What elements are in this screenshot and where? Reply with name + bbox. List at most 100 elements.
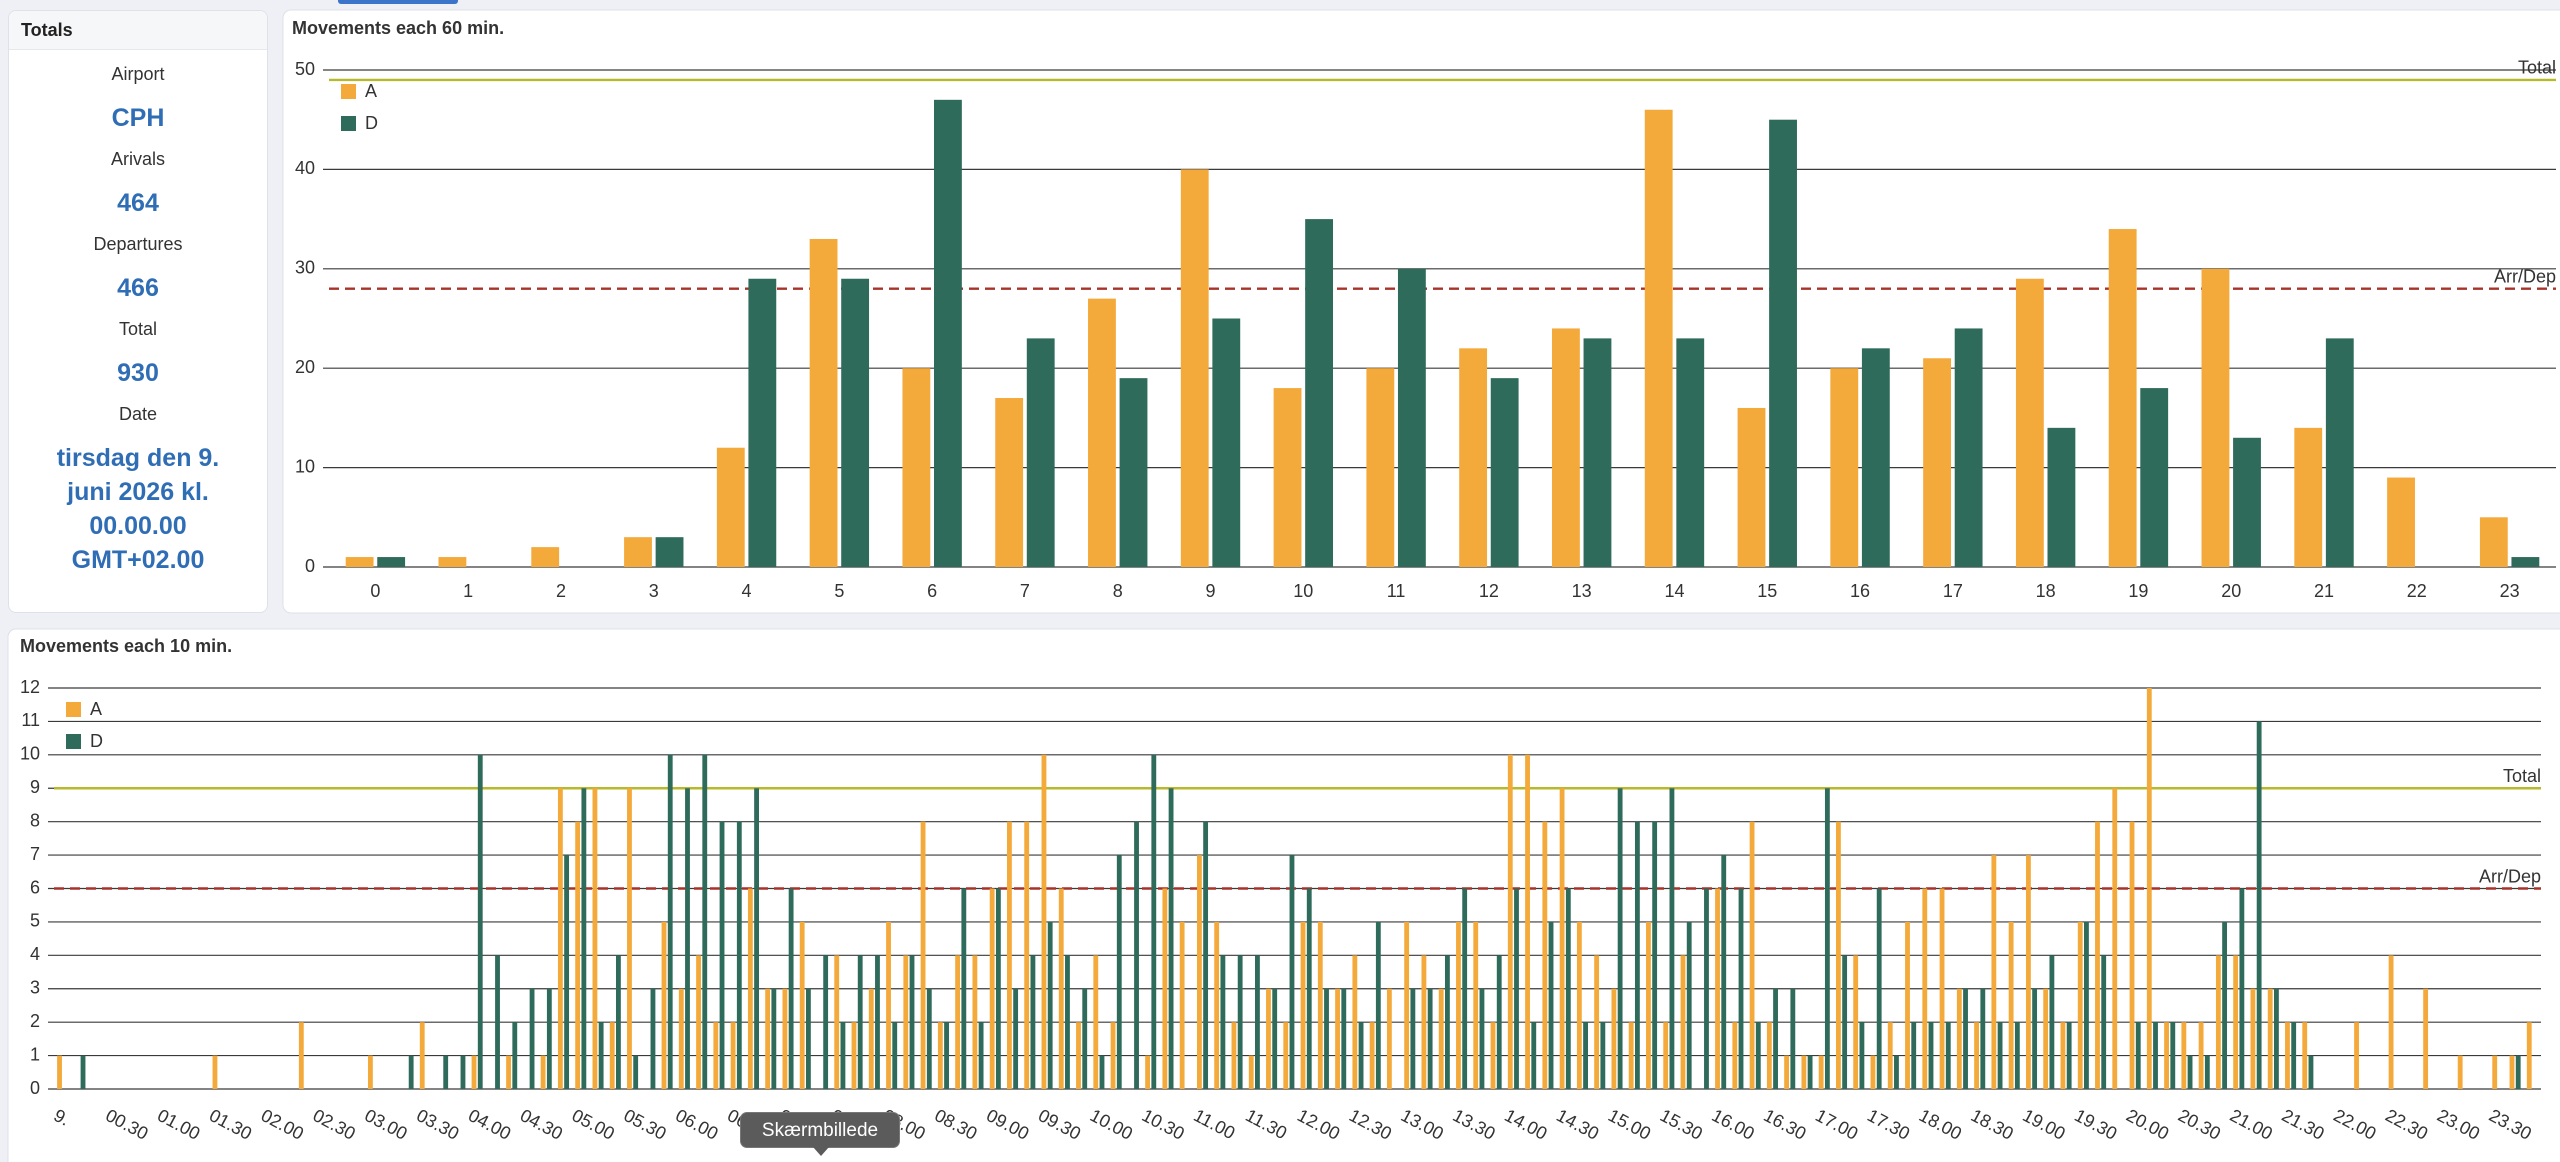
bar [1058, 888, 1064, 1089]
y-tick-label: 7 [30, 844, 40, 864]
bar [823, 955, 829, 1089]
bar [2325, 338, 2354, 567]
bar [2060, 1022, 2066, 1089]
bar [1369, 1022, 1375, 1089]
bar [57, 1055, 62, 1089]
bar [2285, 1022, 2290, 1089]
reference-label: Arr/Dep [2479, 866, 2541, 886]
bar [438, 557, 467, 567]
bar [667, 754, 673, 1089]
bar [2084, 921, 2089, 1089]
bar [2032, 988, 2038, 1089]
item-label: Arivals [110, 149, 165, 169]
bar [2181, 1022, 2187, 1089]
bar [477, 754, 483, 1089]
bar [1352, 955, 1358, 1089]
item-label: Total [118, 319, 158, 339]
x-tick-label: 20 [2221, 581, 2241, 601]
y-tick-label: 4 [30, 944, 40, 964]
bar [531, 547, 560, 567]
bar [995, 888, 1001, 1089]
bar [1548, 921, 1554, 1089]
chart-title: Movements each 10 min. [20, 636, 232, 656]
bar [298, 1022, 304, 1089]
bar [1830, 368, 1859, 567]
bar [1954, 328, 1983, 567]
item-value: 464 [117, 189, 159, 217]
bar [841, 278, 870, 567]
bar [1531, 1022, 1537, 1089]
item-value: tirsdag den 9. juni 2026 kl. 00.00.00 GM… [56, 444, 220, 574]
y-tick-label: 1 [30, 1044, 40, 1064]
bar [2112, 788, 2118, 1089]
bar [1594, 955, 1600, 1089]
bar [1041, 754, 1047, 1089]
bar [1738, 888, 1744, 1089]
bar [1945, 1022, 1951, 1089]
bar [2015, 278, 2044, 567]
bar [443, 1055, 449, 1089]
legend-swatch [66, 734, 81, 749]
bar [1559, 788, 1565, 1089]
bar [1196, 855, 1202, 1089]
total-item: Arivals 464 [9, 149, 267, 220]
bar [771, 988, 777, 1089]
bar [1013, 988, 1019, 1089]
bar [2146, 688, 2152, 1089]
bar [1542, 821, 1548, 1089]
active-tab[interactable] [338, 0, 458, 4]
bar [1237, 955, 1243, 1089]
bar [955, 955, 961, 1089]
y-tick-label: 10 [295, 456, 315, 476]
bar [1611, 988, 1617, 1089]
bar [678, 988, 684, 1089]
bar [747, 888, 753, 1089]
bar [1923, 358, 1951, 567]
bar [1704, 888, 1709, 1089]
bar [2008, 921, 2014, 1089]
bar [2101, 955, 2107, 1089]
bar [730, 1022, 736, 1089]
bar [367, 1055, 373, 1089]
bar [1473, 921, 1479, 1089]
bar [506, 1055, 511, 1089]
bar [1203, 821, 1209, 1089]
bar [1894, 1055, 1899, 1089]
bar [1963, 988, 1968, 1089]
bar [1773, 988, 1778, 1089]
bar [719, 821, 725, 1089]
y-tick-label: 50 [295, 59, 315, 79]
bar [1047, 921, 1053, 1089]
bar [419, 1022, 425, 1089]
bar [1305, 219, 1334, 567]
bar [799, 921, 805, 1089]
bar [2164, 1022, 2169, 1089]
reference-label: Total [2503, 766, 2541, 786]
chart-title: Movements each 60 min. [292, 18, 504, 38]
y-tick-label: 0 [30, 1078, 40, 1098]
bar [685, 788, 690, 1089]
bar [345, 557, 374, 567]
bar [851, 1022, 857, 1089]
y-tick-label: 20 [295, 357, 315, 377]
bar [1583, 1022, 1588, 1089]
bar [1341, 988, 1347, 1089]
bar [805, 988, 811, 1089]
x-tick-label: 14 [1664, 581, 1684, 601]
bar [2047, 427, 2076, 567]
bar [2509, 1055, 2515, 1089]
bar [1093, 955, 1099, 1089]
bar [765, 988, 771, 1089]
totals-title: Totals [9, 11, 267, 50]
legend-label: D [90, 731, 103, 751]
bar [1220, 955, 1226, 1089]
bar [1870, 1055, 1876, 1089]
x-tick-label: 23 [2500, 581, 2520, 601]
bar [2388, 955, 2394, 1089]
bar [702, 754, 708, 1089]
bar [1617, 788, 1623, 1089]
y-tick-label: 6 [30, 877, 40, 897]
bar [2256, 721, 2262, 1089]
bar [875, 955, 880, 1089]
